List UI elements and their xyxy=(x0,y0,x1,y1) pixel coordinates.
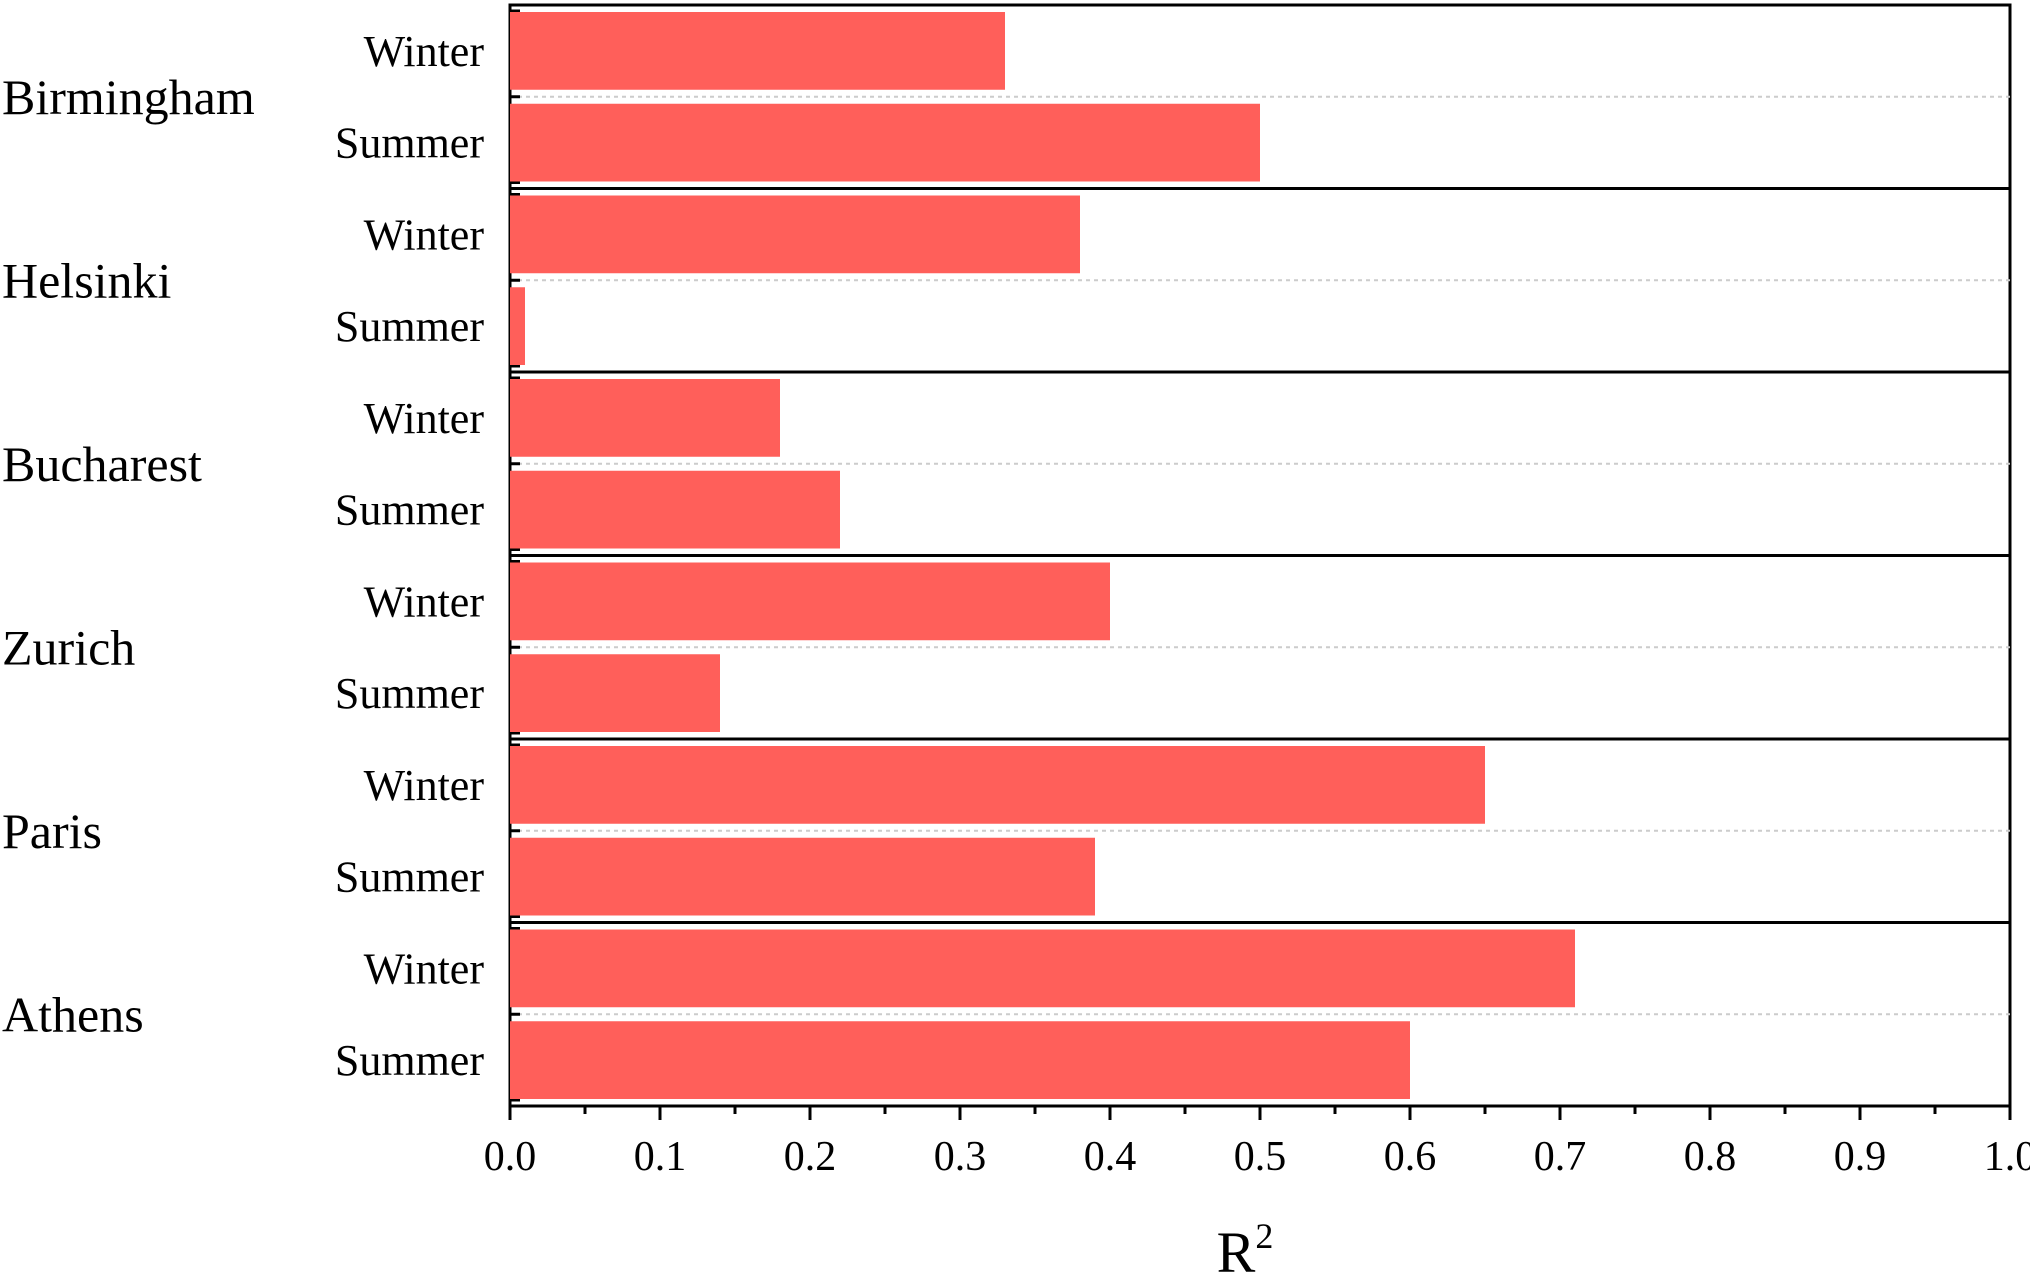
bar-birmingham-winter xyxy=(510,12,1005,90)
city-label: Bucharest xyxy=(2,436,202,492)
x-axis-title: R2 xyxy=(1217,1216,1274,1279)
x-tick-label: 1.0 xyxy=(1984,1134,2030,1180)
season-label: Winter xyxy=(364,27,485,76)
bar-birmingham-summer xyxy=(510,103,1260,182)
bar-zurich-summer xyxy=(510,654,720,732)
season-label: Summer xyxy=(335,853,484,902)
bar-athens-summer xyxy=(510,1021,1410,1099)
x-axis-title-superscript: 2 xyxy=(1255,1216,1273,1256)
season-label: Winter xyxy=(364,761,485,810)
x-axis-title-main: R xyxy=(1217,1220,1256,1279)
season-label: Summer xyxy=(335,119,484,168)
bar-bucharest-winter xyxy=(510,379,780,457)
x-axis: 0.0 0.1 0.2 0.3 0.4 0.5 0.6 0.7 0.8 0.9 1.0 xyxy=(484,1104,2030,1180)
x-tick-label: 0.7 xyxy=(1534,1134,1587,1180)
season-label: Winter xyxy=(364,210,485,259)
city-label: Helsinki xyxy=(2,252,171,308)
x-tick-label: 0.8 xyxy=(1684,1134,1737,1180)
x-tick-label: 0.3 xyxy=(934,1134,987,1180)
x-tick-label: 0.5 xyxy=(1234,1134,1287,1180)
city-label: Paris xyxy=(2,803,102,859)
x-tick-label: 0.6 xyxy=(1384,1134,1437,1180)
season-label: Winter xyxy=(364,577,485,626)
season-label: Winter xyxy=(364,394,485,443)
x-tick-label: 0.4 xyxy=(1084,1134,1137,1180)
category-labels: Birmingham Winter Summer Helsinki Winter Summ… xyxy=(2,27,484,1085)
bar-helsinki-winter xyxy=(510,195,1080,274)
bar-bucharest-summer xyxy=(510,470,840,549)
bar-helsinki-summer xyxy=(510,287,525,365)
season-label: Winter xyxy=(364,944,485,993)
x-tick-label: 0.9 xyxy=(1834,1134,1887,1180)
city-label: Zurich xyxy=(2,619,135,675)
season-label: Summer xyxy=(335,486,484,535)
chart-bars xyxy=(510,12,1575,1099)
bar-zurich-winter xyxy=(510,562,1110,641)
season-label: Summer xyxy=(335,302,484,351)
x-tick-label: 0.2 xyxy=(784,1134,837,1180)
bar-athens-winter xyxy=(510,929,1575,1008)
city-label: Birmingham xyxy=(2,69,255,125)
season-label: Summer xyxy=(335,1036,484,1085)
bar-paris-winter xyxy=(510,746,1485,824)
bar-paris-summer xyxy=(510,837,1095,916)
x-tick-label: 0.0 xyxy=(484,1134,537,1180)
season-label: Summer xyxy=(335,669,484,718)
city-label: Athens xyxy=(2,986,144,1042)
x-tick-label: 0.1 xyxy=(634,1134,687,1180)
